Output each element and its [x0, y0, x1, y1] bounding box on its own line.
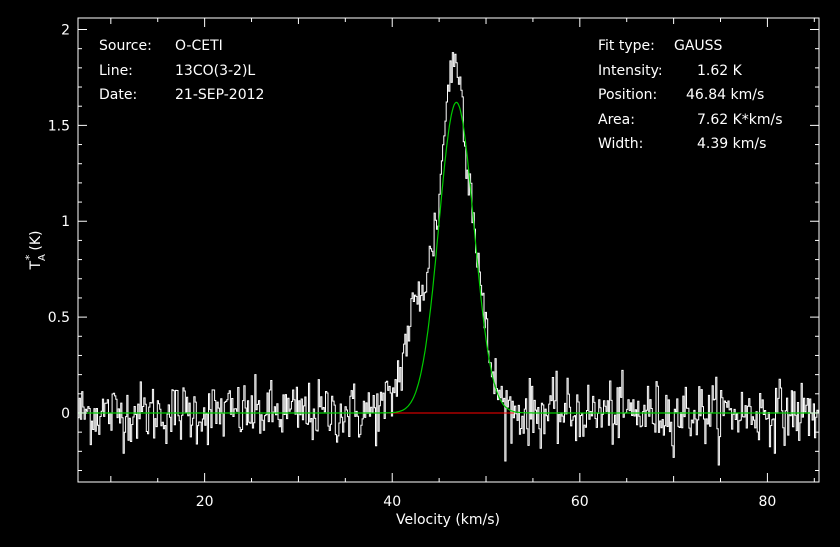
info-right-value-4: 4.39 km/s	[697, 136, 766, 152]
info-right-label-4: Width:	[598, 136, 643, 152]
info-left: Source: O-CETI Line: 13CO(3-2)L Date: 21…	[99, 38, 264, 103]
info-right-value-2: 46.84 km/s	[686, 87, 764, 103]
y-axis-label-main: T	[28, 261, 44, 271]
x-tick-label: 60	[571, 494, 589, 510]
info-right-label-0: Fit type:	[598, 38, 655, 54]
gaussian-fit-line	[78, 101, 819, 414]
info-right-label-3: Area:	[598, 112, 635, 128]
y-tick-label: 2	[61, 23, 70, 39]
y-axis-label-sup: *	[23, 254, 36, 260]
info-left-label-2: Date:	[99, 87, 137, 103]
y-tick-label: 1	[61, 214, 70, 230]
x-tick-label: 20	[196, 494, 214, 510]
x-tick-label: 80	[758, 494, 776, 510]
info-right-value-3: 7.62 K*km/s	[697, 112, 783, 128]
info-right: Fit type: GAUSS Intensity: 1.62 K Positi…	[598, 38, 783, 152]
spectrum-line	[78, 52, 819, 466]
plot-frame	[77, 17, 820, 483]
x-tick-label: 40	[383, 494, 401, 510]
info-right-value-0: GAUSS	[674, 38, 723, 54]
info-right-label-2: Position:	[598, 87, 657, 103]
y-tick-label: 1.5	[48, 118, 70, 134]
y-tick-label: 0.5	[48, 310, 70, 326]
y-axis-label-units: (K)	[28, 230, 44, 250]
info-left-value-2: 21-SEP-2012	[175, 87, 264, 103]
y-tick-label: 0	[61, 406, 70, 422]
y-axis-label-sub: A	[37, 254, 48, 261]
info-right-label-1: Intensity:	[598, 63, 663, 79]
info-right-value-1: 1.62 K	[697, 63, 743, 79]
info-left-label-0: Source:	[99, 38, 152, 54]
y-axis-label: TA* (K)	[23, 230, 48, 270]
info-left-value-1: 13CO(3-2)L	[175, 63, 255, 79]
info-left-value-0: O-CETI	[175, 38, 223, 54]
x-axis-label: Velocity (km/s)	[396, 512, 500, 528]
info-left-label-1: Line:	[99, 63, 133, 79]
